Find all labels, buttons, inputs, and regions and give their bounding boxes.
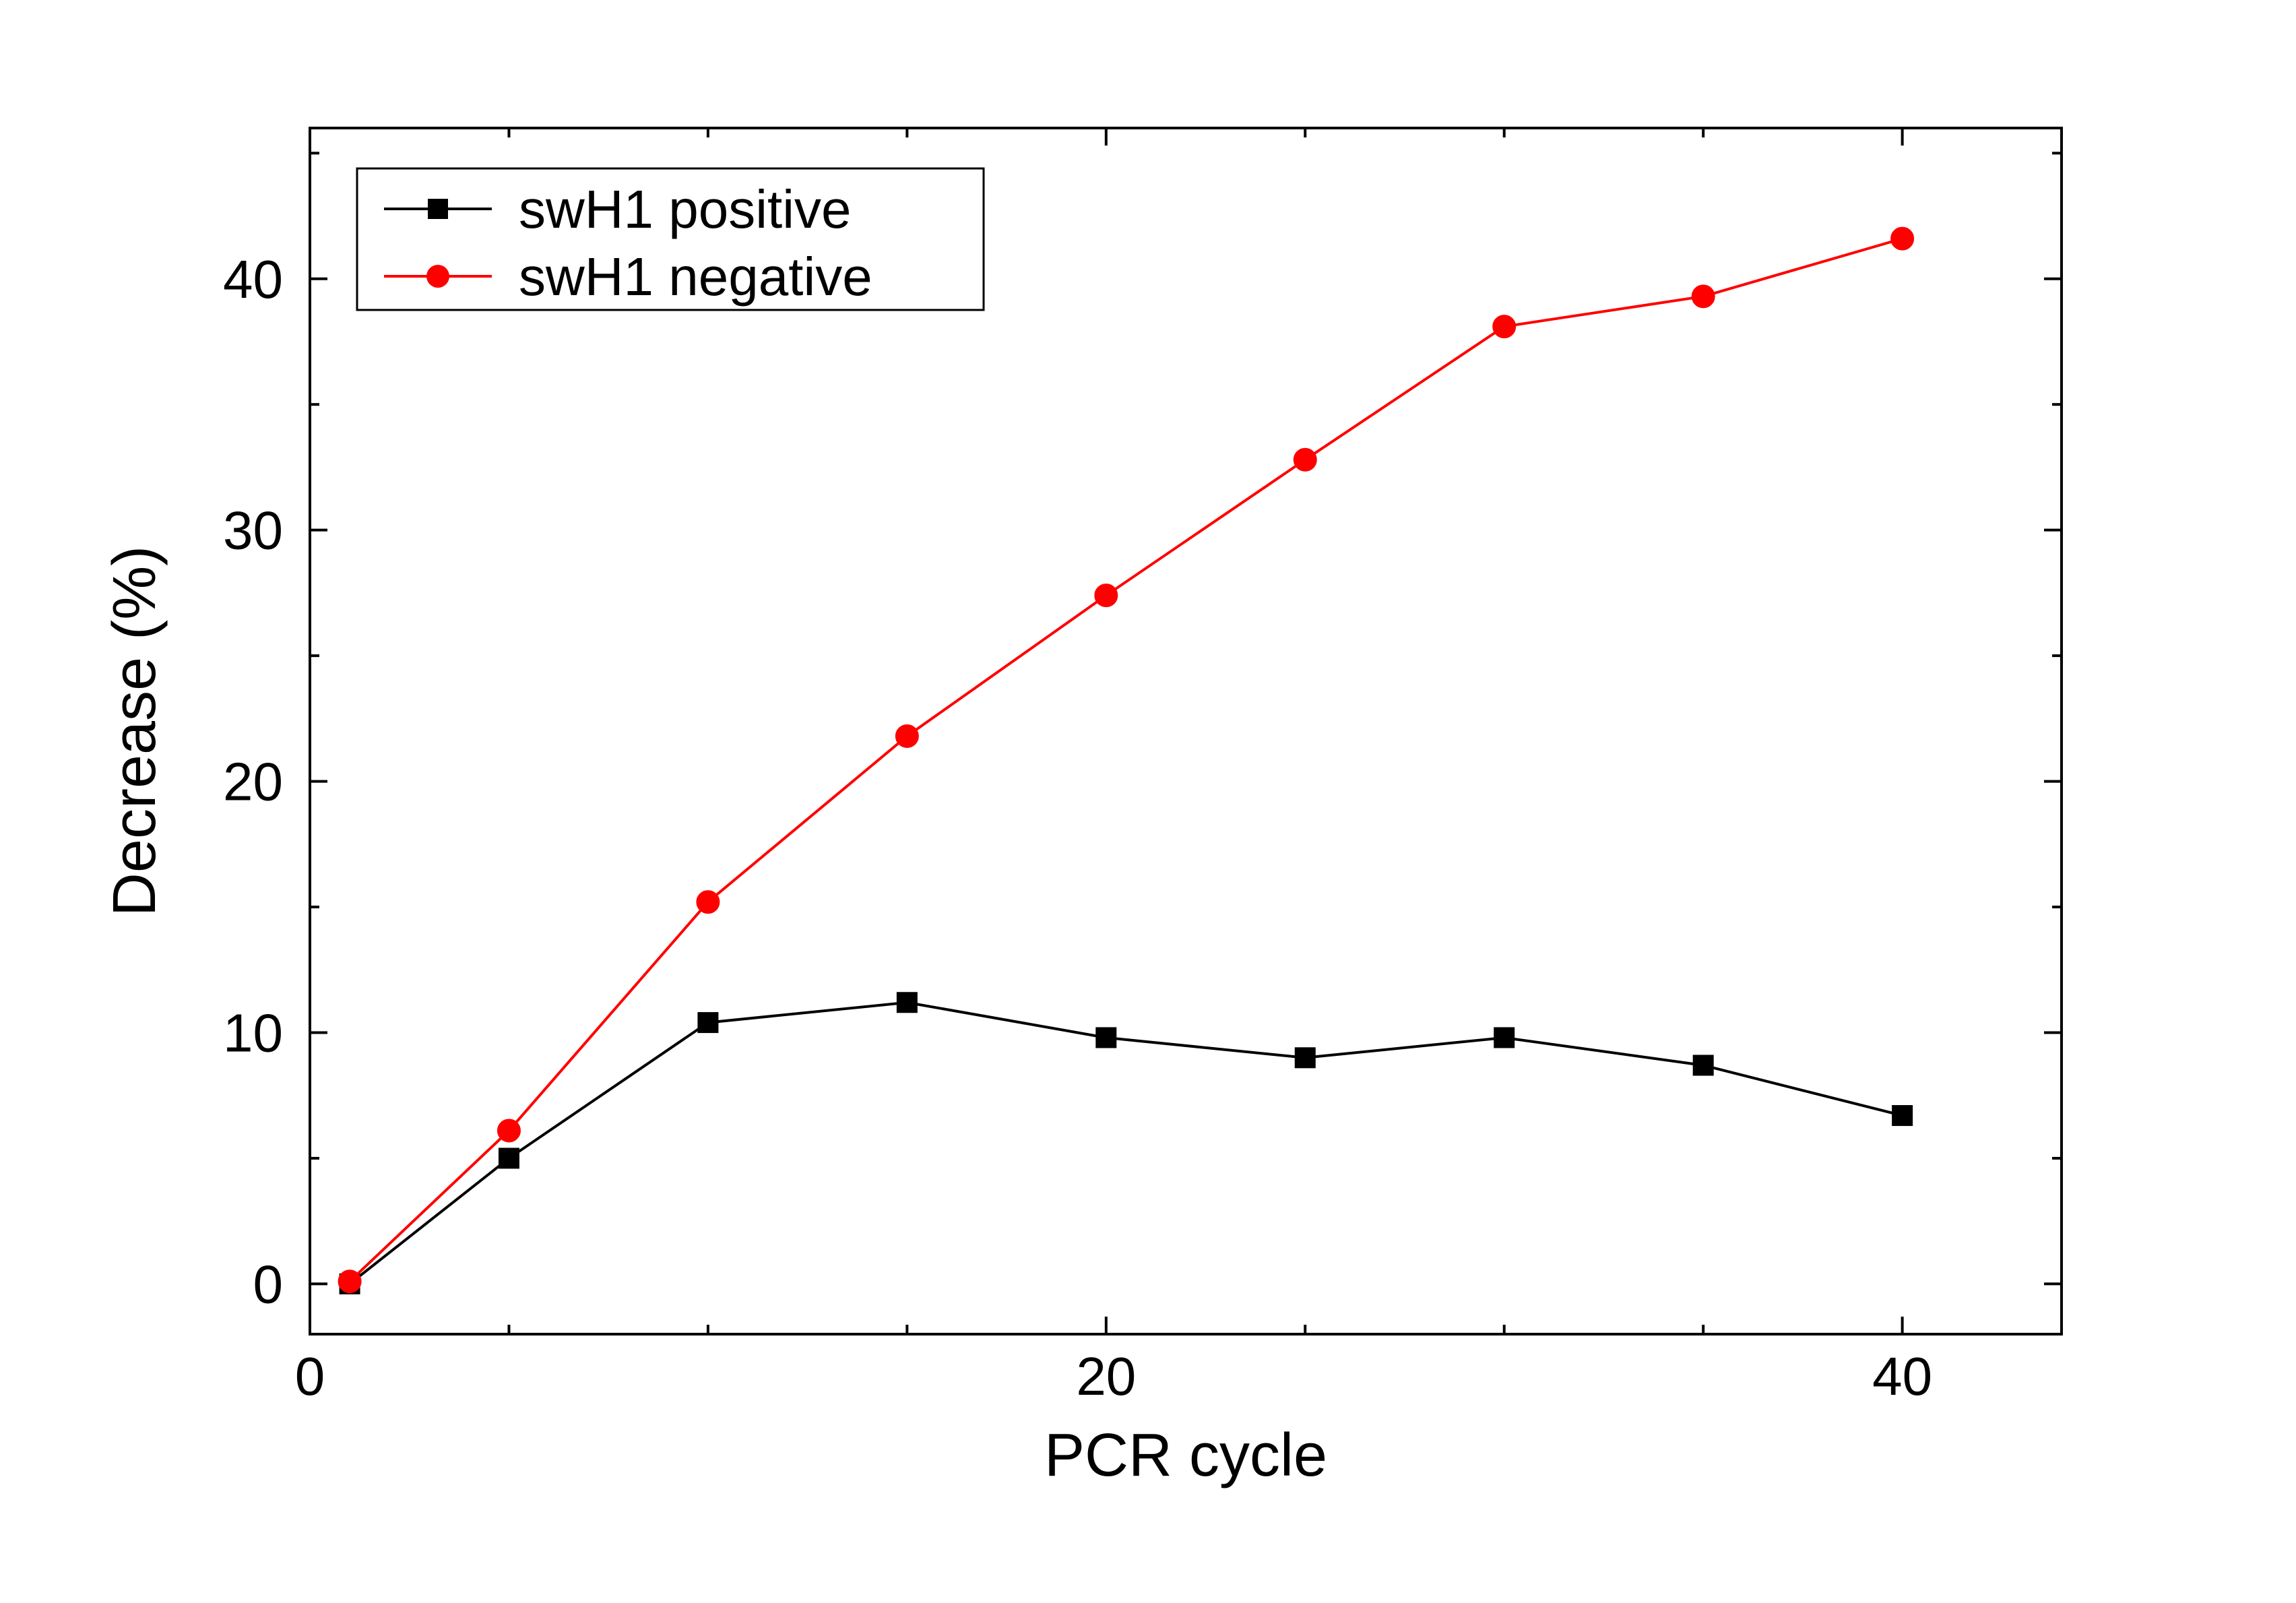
series-marker: [1892, 1106, 1913, 1126]
series-marker: [1095, 584, 1118, 607]
y-tick-label: 10: [223, 1003, 283, 1063]
series-marker: [897, 993, 917, 1013]
legend-label: swH1 negative: [519, 247, 872, 307]
legend-sample-marker: [428, 199, 448, 219]
y-tick-label: 30: [223, 501, 283, 561]
series-marker: [698, 1013, 718, 1033]
series-marker: [1295, 1048, 1315, 1068]
series-marker: [338, 1270, 361, 1293]
y-axis-label: Decrease (%): [101, 546, 168, 916]
series-marker: [1294, 448, 1316, 471]
series-marker: [1693, 1055, 1713, 1075]
series-marker: [1692, 285, 1715, 308]
legend-label: swH1 positive: [519, 179, 852, 239]
series-marker: [895, 724, 918, 747]
x-tick-label: 20: [1076, 1346, 1136, 1406]
y-tick-label: 40: [223, 249, 283, 309]
y-tick-label: 0: [253, 1254, 284, 1314]
series-line-swH1-negative: [350, 239, 1903, 1282]
series-marker: [497, 1119, 520, 1142]
series-marker: [499, 1148, 519, 1168]
series-marker: [1494, 1028, 1514, 1048]
pcr-decrease-chart: 0 20 40 0 10 20 30 40 PCR cycle Decrease (%) swH1 …: [0, 0, 2296, 1603]
chart-container: 0 20 40 0 10 20 30 40 PCR cycle Decrease (%) swH1 …: [0, 0, 2296, 1603]
x-axis-label: PCR cycle: [1044, 1422, 1327, 1489]
series-marker: [1096, 1028, 1116, 1048]
y-tick-label: 20: [223, 752, 283, 812]
series-marker: [697, 891, 720, 914]
series-marker: [1493, 315, 1516, 338]
legend-sample-marker: [426, 265, 449, 288]
x-tick-label: 0: [295, 1346, 325, 1406]
x-tick-label: 40: [1872, 1346, 1932, 1406]
series-marker: [1891, 227, 1914, 250]
